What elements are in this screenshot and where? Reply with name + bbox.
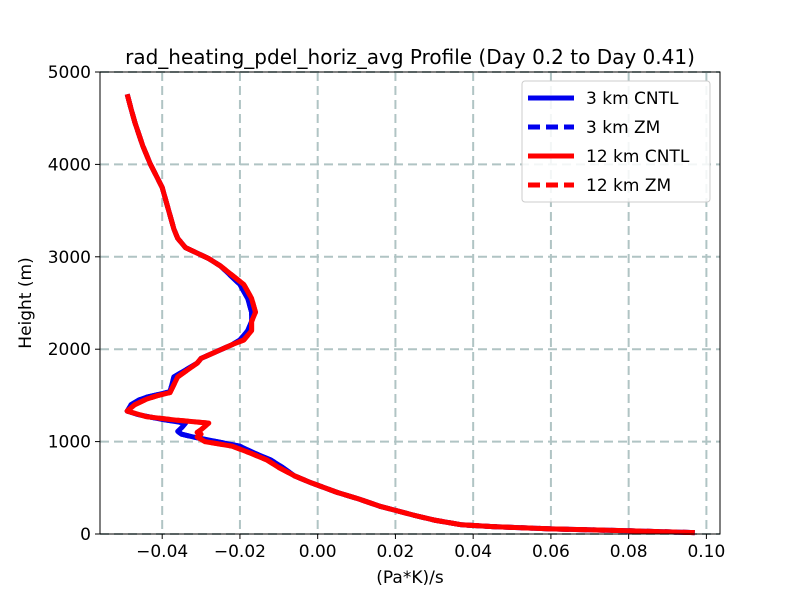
- y-axis-label: Height (m): [16, 257, 36, 348]
- y-tick-label: 0: [80, 525, 91, 545]
- y-axis-ticks: 0 1000 2000 3000 4000 5000: [48, 63, 100, 545]
- y-tick-label: 5000: [48, 63, 91, 83]
- chart-title: rad_heating_pdel_horiz_avg Profile (Day …: [125, 45, 695, 69]
- series-line-3: [124, 93, 695, 536]
- x-axis-ticks: −0.04 −0.02 0.00 0.02 0.04 0.06 0.08 0.10: [136, 534, 725, 562]
- x-tick-label: 0.04: [454, 542, 492, 562]
- y-tick-label: 1000: [48, 433, 91, 453]
- legend: 3 km CNTL 3 km ZM 12 km CNTL 12 km ZM: [521, 80, 711, 203]
- x-tick-label: −0.02: [214, 542, 266, 562]
- y-tick-label: 3000: [48, 248, 91, 268]
- x-tick-label: 0.06: [532, 542, 570, 562]
- legend-entry-label: 3 km ZM: [586, 118, 660, 138]
- legend-entry-label: 3 km CNTL: [586, 89, 679, 109]
- x-tick-label: −0.04: [136, 542, 188, 562]
- x-tick-label: 0.10: [687, 542, 725, 562]
- x-tick-label: 0.02: [376, 542, 414, 562]
- series-layer: [124, 93, 695, 536]
- legend-entry-label: 12 km ZM: [586, 176, 671, 196]
- y-tick-label: 4000: [48, 155, 91, 175]
- x-tick-label: 0.00: [299, 542, 337, 562]
- plot-frame: [99, 71, 721, 535]
- x-tick-label: 0.08: [610, 542, 648, 562]
- legend-entry-label: 12 km CNTL: [586, 147, 690, 167]
- legend-box: [521, 80, 711, 203]
- x-axis-label: (Pa*K)/s: [376, 568, 444, 588]
- y-tick-label: 2000: [48, 340, 91, 360]
